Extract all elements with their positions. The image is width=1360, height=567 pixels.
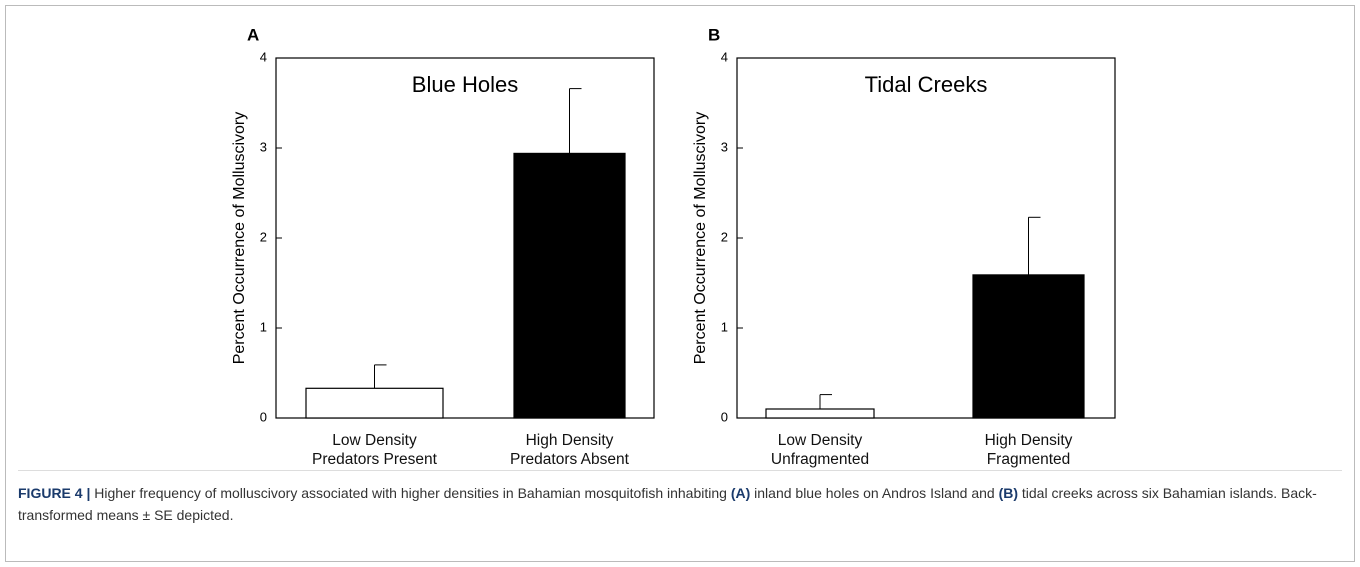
y-tick-label: 4: [721, 49, 728, 64]
y-tick-label: 4: [260, 49, 267, 64]
panel-label: A: [247, 25, 259, 44]
y-tick-label: 0: [721, 409, 728, 424]
y-tick-label: 2: [260, 229, 267, 244]
caption-ref: (A): [730, 485, 751, 501]
bar: [972, 274, 1085, 419]
y-axis-label: Percent Occurrence of Molluscivory: [692, 112, 709, 365]
y-axis-label: Percent Occurrence of Molluscivory: [231, 112, 248, 365]
bar: [513, 152, 626, 419]
bar: [305, 387, 444, 419]
x-tick-label: Low Density Unfragmented: [770, 432, 870, 468]
panel-label: B: [708, 25, 720, 44]
caption-text: Higher frequency of molluscivory associa…: [94, 485, 727, 501]
panel-title: Tidal Creeks: [865, 72, 988, 97]
caption-text: inland blue holes on Andros Island and: [754, 485, 995, 501]
caption: FIGURE 4 | Higher frequency of mollusciv…: [18, 482, 1343, 526]
y-tick-label: 1: [721, 319, 728, 334]
caption-text: tidal creeks across six Bahamian islands…: [18, 485, 1317, 523]
x-tick-label: High Density Predators Absent: [510, 432, 629, 468]
y-tick-label: 3: [721, 139, 728, 154]
caption-label: FIGURE 4 |: [18, 485, 91, 501]
y-tick-label: 1: [260, 319, 267, 334]
x-tick-label: High Density Fragmented: [984, 432, 1073, 468]
caption-ref: (B): [998, 485, 1018, 501]
y-tick-label: 3: [260, 139, 267, 154]
frame: [5, 5, 1355, 562]
bar: [765, 408, 875, 419]
y-tick-label: 2: [721, 229, 728, 244]
panel-title: Blue Holes: [412, 72, 518, 97]
x-tick-label: Low Density Predators Present: [312, 432, 437, 468]
y-tick-label: 0: [260, 409, 267, 424]
